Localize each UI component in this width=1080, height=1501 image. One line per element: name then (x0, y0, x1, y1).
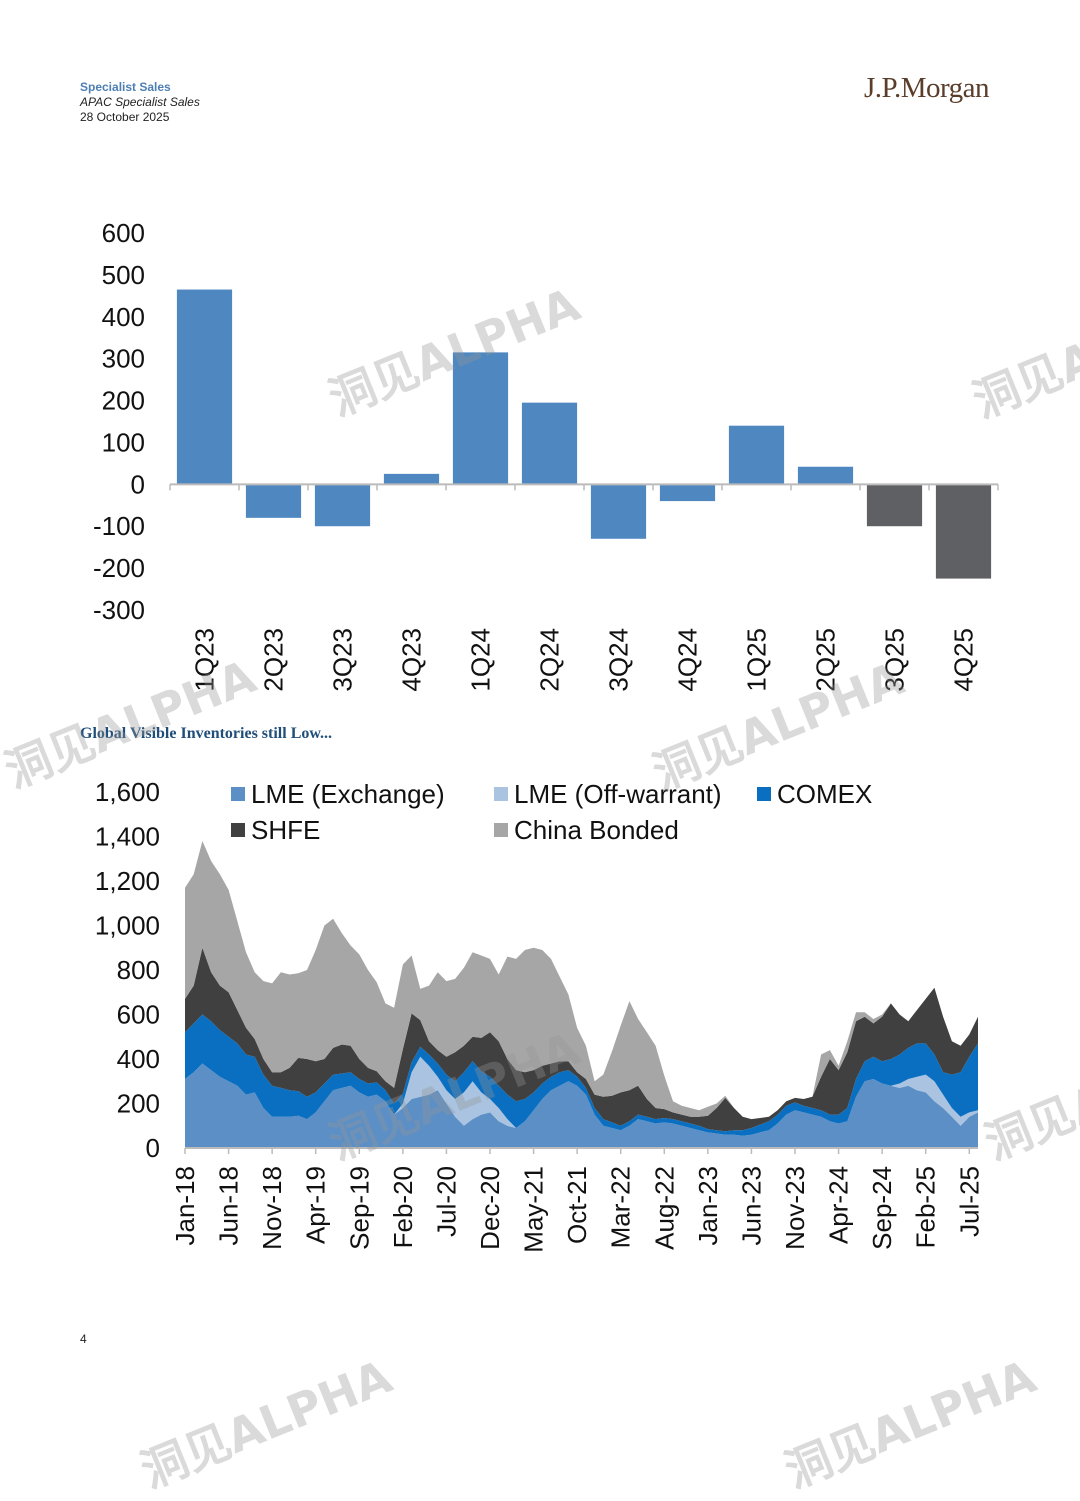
y-tick-label: 1,000 (95, 911, 160, 941)
x-tick-label: Dec-20 (475, 1166, 505, 1250)
y-tick-label: 0 (146, 1133, 160, 1163)
x-tick-label: Feb-20 (388, 1166, 418, 1248)
legend-item: SHFE (231, 815, 320, 845)
x-tick-label: May-21 (519, 1166, 549, 1253)
report-header: Specialist Sales APAC Specialist Sales 2… (80, 80, 200, 125)
header-team: APAC Specialist Sales (80, 95, 200, 109)
y-tick-label: 0 (131, 469, 145, 499)
x-tick-label: 4Q24 (673, 628, 703, 692)
y-tick-label: 400 (102, 302, 145, 332)
x-tick-label: 2Q25 (811, 628, 841, 692)
x-tick-label: Aug-22 (649, 1166, 679, 1250)
x-tick-label: Nov-18 (257, 1166, 287, 1250)
legend-item: China Bonded (494, 815, 679, 845)
x-tick-label: 3Q24 (604, 628, 634, 692)
x-tick-label: 1Q25 (742, 628, 772, 692)
legend-label: LME (Exchange) (251, 779, 445, 809)
y-tick-label: 500 (102, 260, 145, 290)
y-tick-label: 300 (102, 344, 145, 374)
header-department: Specialist Sales (80, 80, 171, 94)
x-tick-label: 4Q25 (949, 628, 979, 692)
x-tick-label: Oct-21 (562, 1166, 592, 1244)
area-china-bonded (185, 841, 978, 1120)
x-tick-label: 1Q23 (190, 628, 220, 692)
x-tick-label: Jul-20 (431, 1166, 461, 1237)
x-tick-label: 2Q23 (259, 628, 289, 692)
bar-4Q24 (659, 484, 716, 502)
x-tick-label: Sep-19 (344, 1166, 374, 1250)
x-tick-label: Nov-23 (780, 1166, 810, 1250)
y-tick-label: -100 (93, 511, 145, 541)
legend-swatch (494, 787, 508, 801)
section-title: Global Visible Inventories still Low... (80, 725, 333, 742)
bar-4Q23 (383, 473, 440, 485)
bar-2Q23 (245, 484, 302, 518)
bar-1Q23 (176, 289, 233, 485)
x-tick-label: 4Q23 (397, 628, 427, 692)
bar-1Q25 (728, 425, 785, 485)
bar-1Q24 (452, 352, 509, 485)
x-tick-label: Apr-19 (301, 1166, 331, 1244)
y-tick-label: 1,400 (95, 822, 160, 852)
bar-3Q25 (866, 484, 923, 527)
y-tick-label: 1,200 (95, 866, 160, 896)
brand-logo: J.P.Morgan (864, 72, 990, 104)
y-tick-label: 1,600 (95, 777, 160, 807)
inventory-area-chart: 1,600 1,400 1,200 1,000 800 600 400 200 0 Jan-18 J… (95, 777, 984, 1253)
bar-4Q25 (935, 484, 992, 579)
legend-label: China Bonded (514, 815, 679, 845)
x-tick-label: Mar-22 (606, 1166, 636, 1248)
area-lme-exchange (185, 1063, 978, 1148)
y-tick-label: 400 (117, 1044, 160, 1074)
x-tick-label: 2Q24 (535, 628, 565, 692)
x-tick-label: Jan-23 (693, 1166, 723, 1246)
bar-2Q25 (797, 466, 854, 485)
y-tick-label: 100 (102, 427, 145, 457)
legend-label: LME (Off-warrant) (514, 779, 722, 809)
legend-item: LME (Exchange) (231, 779, 445, 809)
y-tick-label: 800 (117, 955, 160, 985)
x-tick-label: Feb-25 (911, 1166, 941, 1248)
y-tick-label: 200 (102, 386, 145, 416)
bar-chart: 600 500 400 300 200 100 0 -100 -200 -300 1Q23 2Q23 3… (93, 218, 999, 692)
header-date: 28 October 2025 (80, 110, 170, 124)
x-tick-label: Jul-25 (954, 1166, 984, 1237)
x-tick-label: Sep-24 (867, 1166, 897, 1250)
bar-2Q24 (521, 402, 578, 485)
legend-swatch (231, 787, 245, 801)
y-tick-label: 600 (117, 1000, 160, 1030)
x-tick-label: Jan-18 (170, 1166, 200, 1246)
y-tick-label: 200 (117, 1089, 160, 1119)
legend-label: SHFE (251, 815, 320, 845)
legend-swatch (231, 823, 245, 837)
y-tick-label: 600 (102, 218, 145, 248)
x-tick-label: Apr-24 (824, 1166, 854, 1244)
y-tick-label: -200 (93, 553, 145, 583)
x-tick-label: Jun-18 (214, 1166, 244, 1246)
area-shfe (185, 947, 978, 1132)
page-number: 4 (80, 1332, 87, 1346)
legend-item: COMEX (757, 779, 872, 809)
legend-label: COMEX (777, 779, 872, 809)
legend-swatch (494, 823, 508, 837)
bar-3Q24 (590, 484, 647, 539)
bar-3Q23 (314, 484, 371, 527)
legend-swatch (757, 787, 771, 801)
y-tick-label: -300 (93, 595, 145, 625)
x-tick-label: 1Q24 (466, 628, 496, 692)
x-tick-label: Jun-23 (736, 1166, 766, 1246)
x-tick-label: 3Q25 (880, 628, 910, 692)
x-tick-label: 3Q23 (328, 628, 358, 692)
legend-item: LME (Off-warrant) (494, 779, 722, 809)
area-comex (185, 1014, 978, 1136)
